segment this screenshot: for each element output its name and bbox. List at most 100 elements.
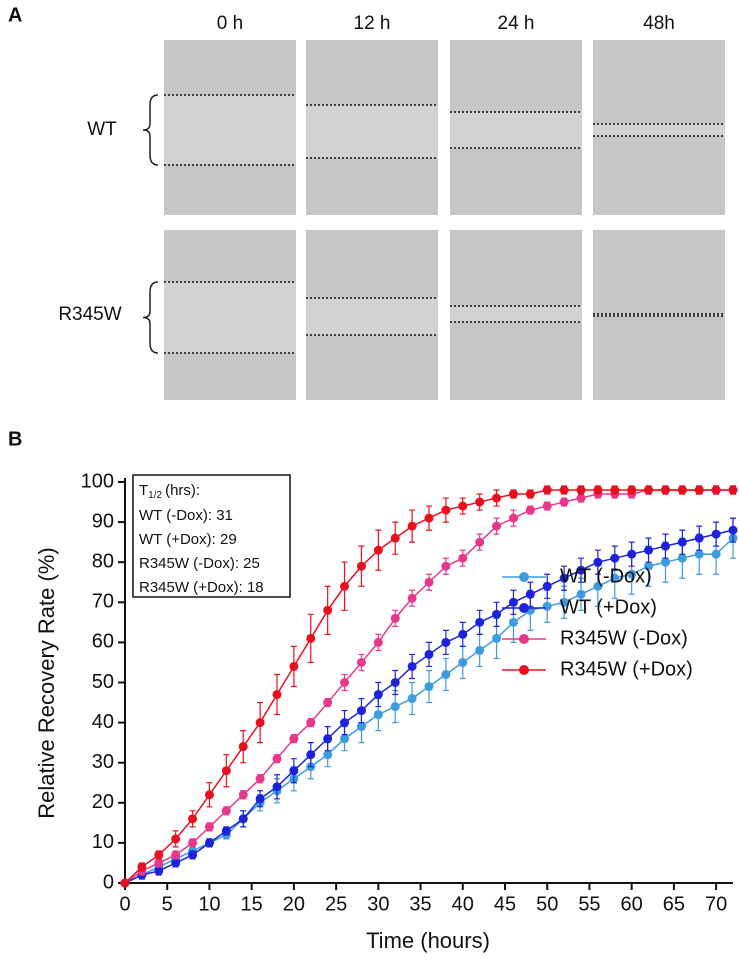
data-point [711,529,721,539]
data-point [677,553,687,563]
legend-label: R345W (+Dox) [560,658,693,680]
wound-gap [593,124,725,136]
data-point [340,734,350,744]
data-point [492,493,502,503]
data-point [593,557,603,567]
data-point [407,661,417,671]
data-point [306,750,316,760]
wound-gap [450,112,582,148]
inset-title: T1/2 (hrs): [139,482,200,501]
data-point [627,569,637,579]
x-tick-label: 15 [241,893,263,915]
data-point [272,754,282,764]
data-point [644,561,654,571]
data-point [356,561,366,571]
data-point [306,718,316,728]
wound-gap [306,105,438,158]
data-point [458,629,468,639]
column-label: 0 h [217,13,243,34]
data-point [525,589,535,599]
data-point [340,718,350,728]
legend-label: R345W (-Dox) [560,627,688,649]
data-point [255,718,265,728]
data-point [475,645,485,655]
data-point [542,601,552,611]
data-point [424,513,434,523]
data-point [424,649,434,659]
data-point [644,485,654,495]
data-point [660,541,670,551]
data-point [627,549,637,559]
data-point [441,561,451,571]
y-tick-label: 40 [92,711,114,733]
row-label: R345W [58,304,121,325]
y-tick-label: 20 [92,791,114,813]
data-point [356,706,366,716]
inset-line: R345W (-Dox): 25 [139,555,260,572]
data-point [728,485,738,495]
y-tick-label: 10 [92,831,114,853]
data-point [508,489,518,499]
x-tick-label: 35 [409,893,431,915]
data-point [610,573,620,583]
data-point [154,850,164,860]
data-point [289,766,299,776]
data-point [525,489,535,499]
data-point [525,505,535,515]
data-point [171,850,181,860]
x-tick-label: 60 [621,893,643,915]
data-point [441,637,451,647]
legend-marker [519,665,529,675]
data-point [171,834,181,844]
data-point [576,589,586,599]
data-point [340,678,350,687]
plot: 0 10 20 30 40 50 60 70 80 90 100 0 5 10 15 20 25 30 35 40 45… [81,470,738,915]
data-point [492,633,502,643]
data-point [677,485,687,495]
data-point [188,850,198,860]
data-point [289,734,299,744]
data-point [475,497,485,507]
data-point [323,698,333,708]
data-point [373,710,383,720]
data-point [559,573,569,583]
y-tick-label: 100 [81,470,114,492]
legend-label: WT (+Dox) [560,596,657,618]
x-tick-label: 40 [452,893,474,915]
x-tick-label: 30 [367,893,389,915]
data-point [238,790,248,800]
data-point [407,521,417,531]
data-point [559,485,569,495]
x-tick-label: 10 [198,893,220,915]
data-point [441,505,451,515]
data-point [576,485,586,495]
y-tick-label: 30 [92,751,114,773]
data-point [323,734,333,744]
data-point [255,794,265,804]
data-point [272,690,282,700]
data-point [120,878,130,888]
data-point [373,690,383,700]
inset-title-rest: (hrs): [165,482,200,499]
data-point [424,577,434,587]
data-point [272,782,282,792]
data-point [542,581,552,591]
data-point [407,593,417,603]
data-point [390,678,400,687]
data-point [424,682,434,692]
y-tick-label: 70 [92,591,114,613]
data-point [542,485,552,495]
column-label: 24 h [498,13,535,34]
data-point [508,513,518,523]
y-axis-title: Relative Recovery Rate (%) [34,547,59,818]
data-point [390,702,400,712]
x-tick-label: 5 [162,893,173,915]
data-point [323,605,333,615]
brace [142,281,159,354]
panel-a: 0 h 12 h 24 h 48h WT R345W [58,13,725,400]
inset-title-main: T [139,482,148,499]
inset-title-sub: 1/2 [148,490,162,501]
wound-gap [306,298,438,335]
panel-label: B [8,428,22,450]
data-point [154,866,164,876]
